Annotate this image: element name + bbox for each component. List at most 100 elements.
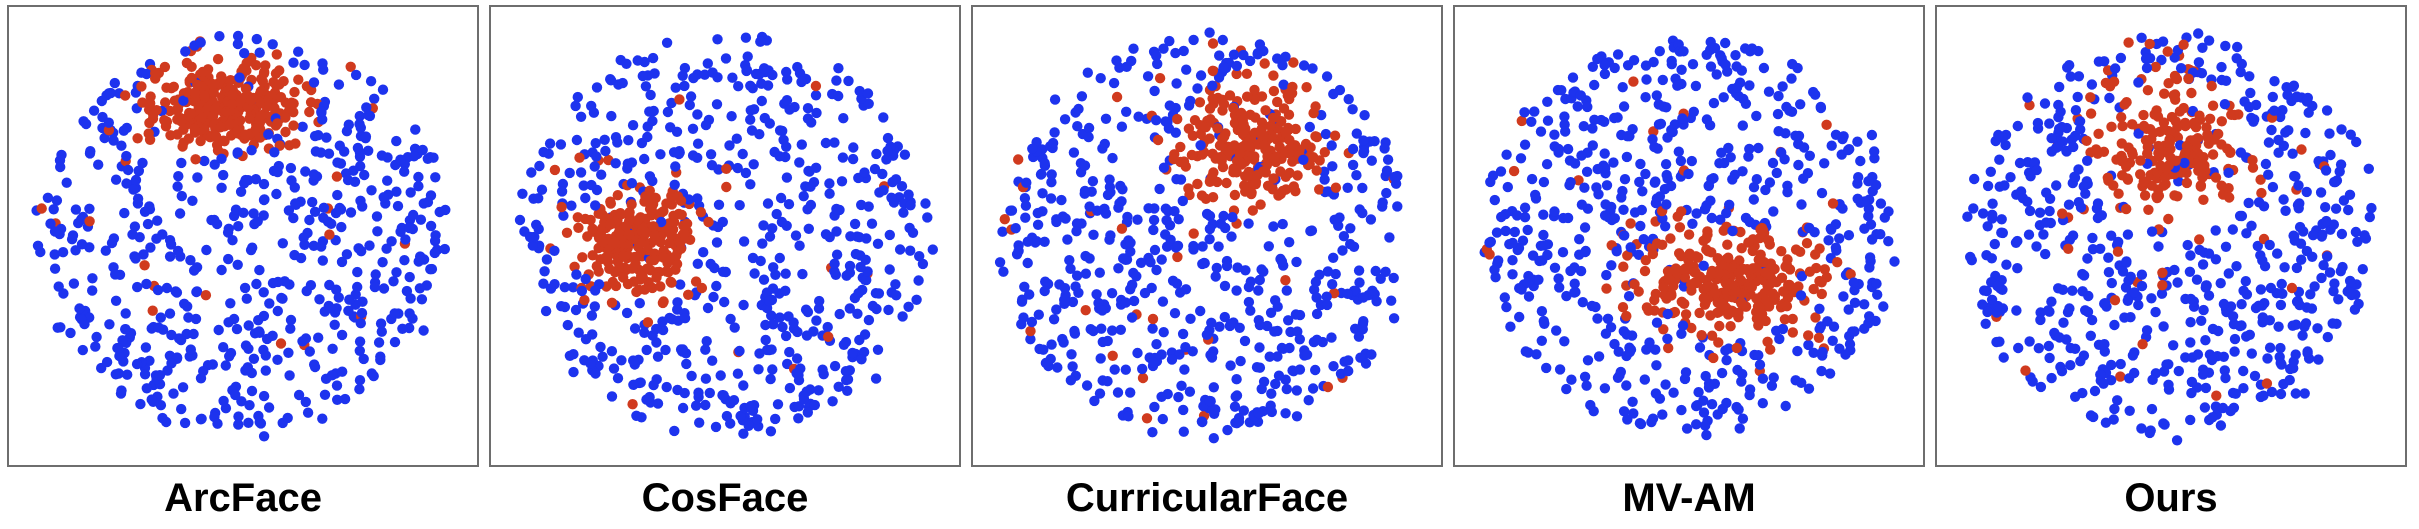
blue-point	[1284, 237, 1295, 248]
blue-point	[170, 286, 181, 297]
red-point	[1186, 149, 1198, 161]
blue-point	[1067, 361, 1078, 372]
blue-point	[116, 140, 127, 151]
blue-point	[1195, 70, 1207, 81]
blue-point	[2080, 305, 2091, 316]
blue-point	[675, 279, 686, 290]
blue-point	[1514, 283, 1525, 294]
blue-point	[669, 179, 680, 190]
blue-point	[1208, 382, 1219, 393]
blue-point	[2235, 66, 2246, 78]
red-point	[235, 97, 246, 108]
blue-point	[1058, 337, 1069, 348]
blue-point	[1623, 291, 1635, 302]
blue-point	[1051, 304, 1062, 315]
blue-point	[300, 333, 312, 344]
blue-point	[1132, 347, 1143, 359]
blue-point	[2064, 303, 2075, 314]
blue-point	[172, 245, 184, 257]
blue-point	[1725, 152, 1736, 163]
blue-point	[1097, 305, 1108, 316]
blue-point	[1744, 389, 1755, 401]
blue-point	[833, 381, 844, 392]
blue-point	[1197, 241, 1208, 252]
red-point	[2195, 181, 2206, 192]
blue-point	[2246, 220, 2257, 231]
red-point	[675, 195, 687, 206]
blue-point	[1542, 96, 1553, 108]
blue-point	[898, 207, 909, 218]
blue-point	[400, 234, 411, 245]
blue-point	[1507, 255, 1518, 266]
blue-point	[342, 174, 354, 186]
blue-point	[258, 390, 270, 402]
blue-point	[1120, 297, 1131, 308]
blue-point	[1621, 329, 1632, 340]
blue-point	[1565, 265, 1576, 277]
blue-point	[1040, 357, 1052, 369]
blue-point	[702, 302, 714, 314]
blue-point	[1519, 139, 1531, 150]
blue-point	[1096, 323, 1107, 334]
blue-point	[285, 323, 296, 334]
blue-point	[1031, 236, 1042, 247]
blue-point	[2262, 353, 2273, 364]
blue-point	[555, 139, 567, 150]
blue-point	[1646, 416, 1657, 428]
red-point	[1172, 113, 1183, 125]
blue-point	[1258, 266, 1269, 277]
blue-point	[1022, 257, 1033, 269]
blue-point	[377, 84, 389, 95]
blue-point	[539, 266, 550, 277]
blue-point	[1714, 158, 1725, 169]
blue-point	[1771, 167, 1782, 179]
blue-point	[1319, 174, 1330, 185]
blue-point	[285, 314, 297, 326]
red-point	[1819, 264, 1830, 275]
blue-point	[185, 255, 196, 266]
blue-point	[2080, 188, 2091, 199]
blue-point	[2316, 272, 2327, 284]
blue-point	[1786, 73, 1797, 84]
blue-point	[1672, 80, 1683, 91]
red-point	[293, 74, 304, 85]
blue-point	[225, 298, 236, 309]
blue-point	[2306, 303, 2318, 314]
blue-point	[771, 208, 782, 220]
blue-point	[2227, 224, 2238, 235]
blue-point	[692, 138, 704, 149]
blue-point	[882, 145, 893, 157]
red-point	[215, 122, 226, 133]
blue-point	[1522, 277, 1534, 288]
blue-point	[1612, 49, 1624, 60]
red-point	[198, 90, 210, 101]
red-point	[1810, 312, 1821, 323]
blue-point	[1996, 227, 2007, 238]
blue-point	[1500, 225, 1511, 237]
red-point	[2286, 282, 2298, 294]
blue-point	[1609, 112, 1620, 124]
blue-point	[1751, 110, 1762, 122]
red-point	[250, 60, 262, 71]
blue-point	[1013, 245, 1024, 257]
red-point	[2169, 70, 2181, 82]
blue-point	[1214, 50, 1225, 61]
red-point	[577, 252, 588, 263]
blue-point	[1353, 265, 1365, 276]
blue-point	[84, 203, 95, 214]
blue-point	[758, 274, 770, 285]
blue-point	[720, 53, 732, 64]
blue-point	[587, 329, 598, 340]
blue-point	[840, 366, 852, 377]
red-point	[1241, 91, 1253, 102]
blue-point	[1774, 333, 1785, 345]
blue-point	[798, 191, 809, 202]
red-point	[2158, 180, 2170, 191]
blue-point	[2098, 378, 2109, 389]
blue-point	[1238, 49, 1249, 61]
blue-point	[1587, 61, 1598, 72]
blue-point	[1156, 254, 1167, 265]
blue-point	[360, 131, 372, 142]
blue-point	[757, 238, 768, 249]
red-point	[1180, 161, 1191, 172]
